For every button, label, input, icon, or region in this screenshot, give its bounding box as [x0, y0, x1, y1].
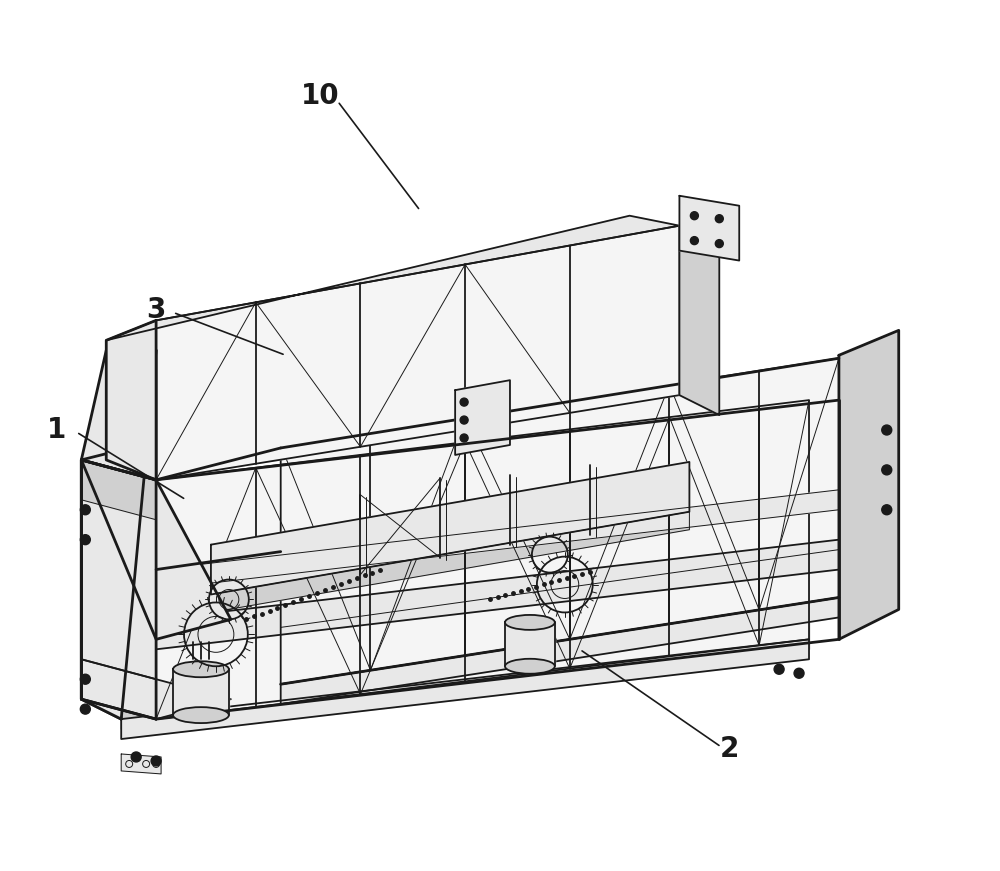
Circle shape [80, 505, 90, 515]
Polygon shape [156, 490, 839, 590]
Circle shape [80, 535, 90, 544]
Polygon shape [121, 754, 161, 774]
Circle shape [690, 237, 698, 245]
Polygon shape [505, 623, 555, 666]
Polygon shape [121, 639, 809, 739]
Polygon shape [839, 330, 899, 639]
Circle shape [131, 752, 141, 762]
Circle shape [460, 398, 468, 406]
Circle shape [80, 704, 90, 714]
Polygon shape [81, 659, 156, 719]
Polygon shape [121, 619, 809, 729]
Polygon shape [173, 669, 229, 715]
Polygon shape [156, 226, 679, 480]
Polygon shape [81, 460, 121, 719]
Polygon shape [81, 460, 231, 639]
Circle shape [151, 756, 161, 766]
Circle shape [715, 215, 723, 223]
Circle shape [882, 465, 892, 475]
Polygon shape [81, 460, 156, 719]
Circle shape [794, 668, 804, 679]
Circle shape [882, 425, 892, 435]
Polygon shape [679, 226, 719, 415]
Ellipse shape [173, 707, 229, 723]
Polygon shape [81, 659, 231, 719]
Circle shape [774, 665, 784, 674]
Circle shape [460, 434, 468, 442]
Polygon shape [211, 512, 689, 612]
Polygon shape [81, 460, 156, 520]
Text: 2: 2 [720, 735, 739, 763]
Ellipse shape [505, 615, 555, 630]
Circle shape [882, 505, 892, 515]
Polygon shape [156, 400, 809, 719]
Polygon shape [81, 350, 156, 480]
Circle shape [690, 212, 698, 219]
Text: 1: 1 [47, 416, 66, 444]
Polygon shape [106, 321, 156, 480]
Polygon shape [281, 358, 839, 685]
Polygon shape [211, 462, 689, 595]
Text: 3: 3 [146, 296, 166, 324]
Polygon shape [156, 540, 839, 649]
Ellipse shape [173, 661, 229, 678]
Polygon shape [455, 380, 510, 455]
Circle shape [715, 240, 723, 247]
Polygon shape [81, 350, 156, 719]
Text: 10: 10 [301, 82, 340, 110]
Ellipse shape [505, 658, 555, 674]
Polygon shape [106, 216, 679, 341]
Polygon shape [121, 579, 809, 699]
Polygon shape [679, 196, 739, 260]
Polygon shape [281, 598, 839, 704]
Circle shape [460, 416, 468, 424]
Circle shape [80, 674, 90, 685]
